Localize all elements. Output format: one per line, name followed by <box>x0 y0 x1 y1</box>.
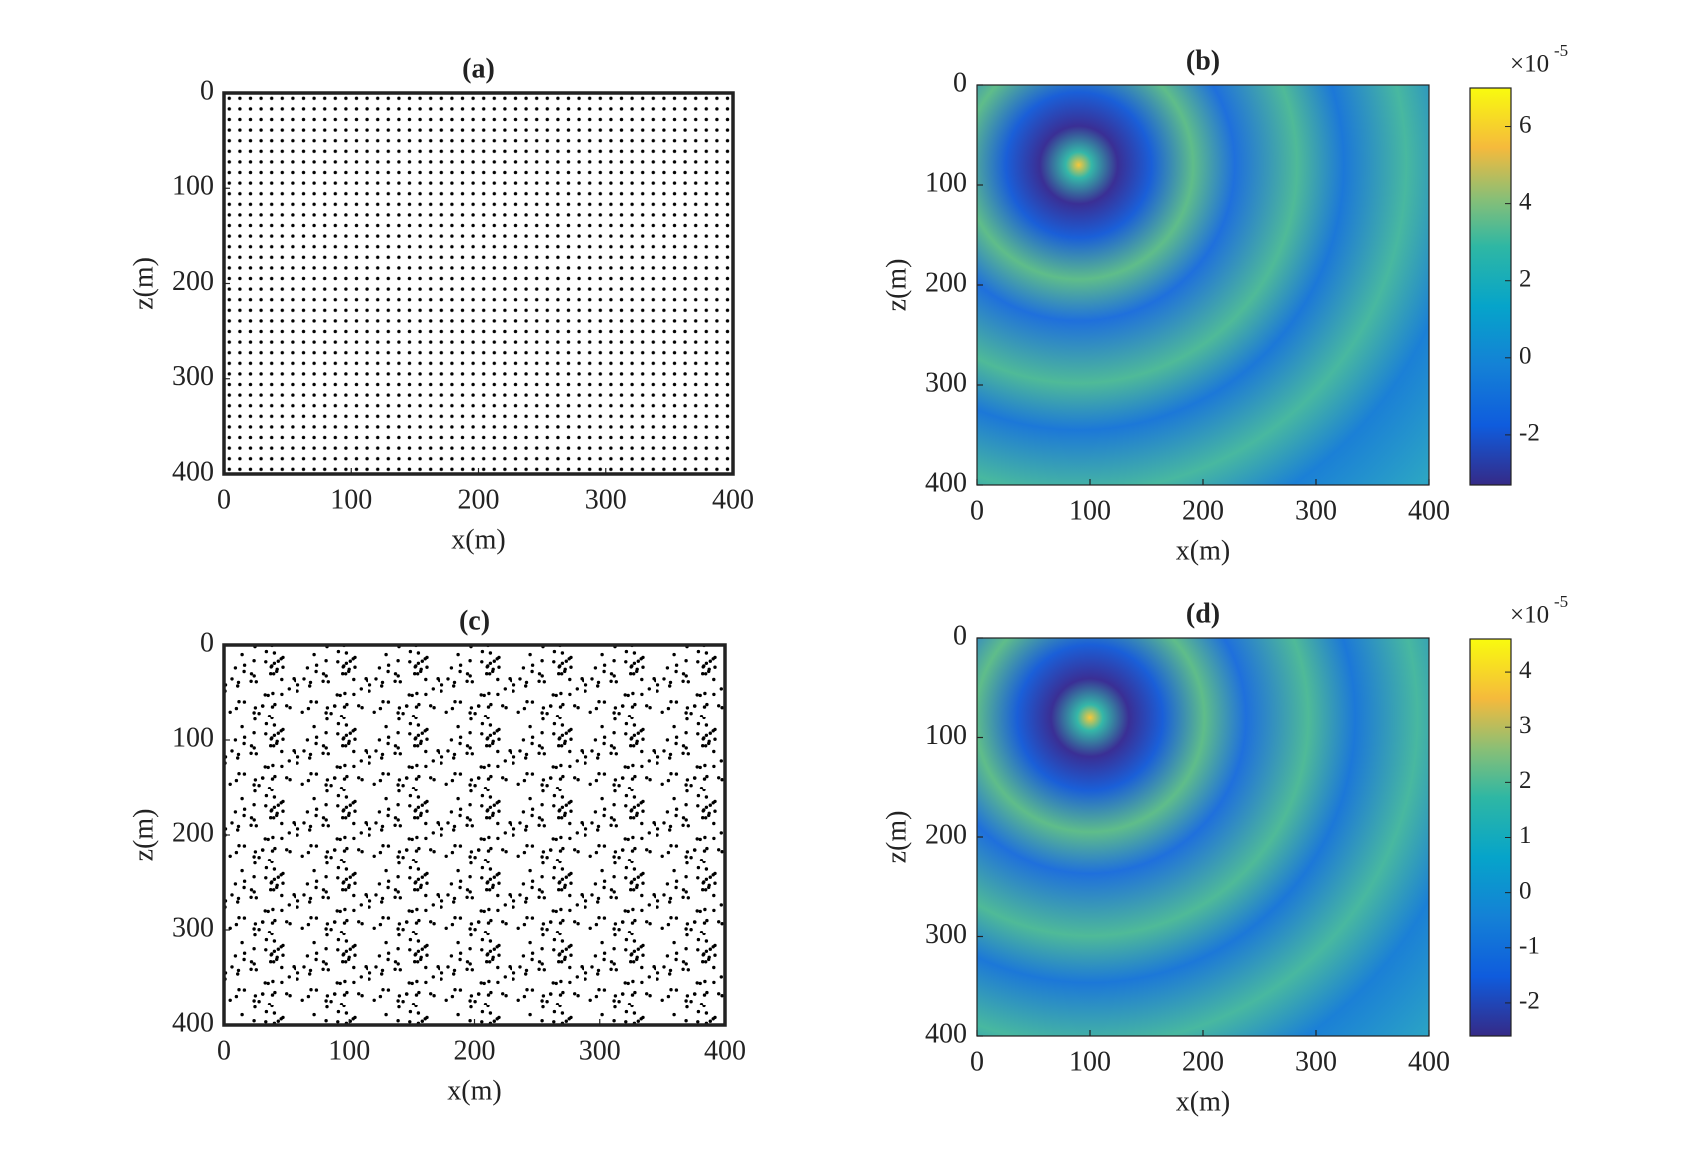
y-tick-label: 0 <box>200 627 214 658</box>
wavefield <box>977 638 1429 1036</box>
y-tick-label: 0 <box>953 67 967 98</box>
x-tick-label: 0 <box>217 484 231 515</box>
y-tick-label: 0 <box>953 620 967 651</box>
colorbar-tick-label: -2 <box>1519 420 1540 447</box>
panel-title: (c) <box>459 605 490 636</box>
x-tick-label: 300 <box>1295 495 1337 526</box>
colorbar-exponent: -5 <box>1554 41 1568 60</box>
y-tick-label: 100 <box>925 720 967 751</box>
colorbar-exponent: -5 <box>1554 592 1568 611</box>
panel-title: (d) <box>1186 598 1220 629</box>
x-tick-label: 400 <box>1408 495 1450 526</box>
colorbar-tick-label: 6 <box>1519 111 1532 138</box>
colorbar-tick-label: -1 <box>1519 933 1540 960</box>
y-tick-label: 300 <box>925 919 967 950</box>
y-axis-label: z(m) <box>881 259 912 312</box>
colorbar-tick-label: 3 <box>1519 712 1532 739</box>
panel-title: (b) <box>1186 45 1220 76</box>
colorbar-tick-label: -2 <box>1519 988 1540 1015</box>
panel-title: (a) <box>462 53 495 84</box>
y-tick-label: 200 <box>925 267 967 298</box>
x-tick-label: 400 <box>1408 1046 1450 1077</box>
x-tick-label: 200 <box>1182 495 1224 526</box>
x-tick-label: 400 <box>704 1035 746 1066</box>
y-tick-label: 200 <box>172 266 214 297</box>
wavefield <box>977 85 1429 485</box>
x-tick-label: 100 <box>1069 1046 1111 1077</box>
colorbar-tick-label: 4 <box>1519 657 1532 684</box>
y-tick-label: 300 <box>925 367 967 398</box>
colorbar-tick-label: 2 <box>1519 265 1532 292</box>
colorbar-tick-label: 1 <box>1519 822 1532 849</box>
y-axis-label: z(m) <box>128 257 159 310</box>
x-axis-label: x(m) <box>447 1075 501 1106</box>
x-tick-label: 100 <box>330 484 372 515</box>
y-tick-label: 300 <box>172 361 214 392</box>
x-tick-label: 0 <box>970 1046 984 1077</box>
y-tick-label: 400 <box>172 1007 214 1038</box>
node-layout <box>224 93 733 474</box>
x-tick-label: 200 <box>1182 1046 1224 1077</box>
y-tick-label: 400 <box>925 1018 967 1049</box>
x-tick-label: 200 <box>458 484 500 515</box>
x-tick-label: 100 <box>1069 495 1111 526</box>
colorbar-tick-label: 4 <box>1519 188 1532 215</box>
x-tick-label: 100 <box>328 1035 370 1066</box>
node-layout <box>224 645 725 1025</box>
y-tick-label: 100 <box>172 171 214 202</box>
x-tick-label: 300 <box>585 484 627 515</box>
x-tick-label: 200 <box>454 1035 496 1066</box>
x-axis-label: x(m) <box>1176 1086 1230 1117</box>
x-tick-label: 400 <box>712 484 754 515</box>
y-tick-label: 100 <box>172 722 214 753</box>
x-tick-label: 0 <box>970 495 984 526</box>
colorbar-label: ×10 <box>1510 51 1549 78</box>
x-tick-label: 300 <box>579 1035 621 1066</box>
y-tick-label: 200 <box>925 819 967 850</box>
x-axis-label: x(m) <box>451 524 505 555</box>
y-tick-label: 400 <box>172 456 214 487</box>
colorbar <box>1469 638 1512 1037</box>
colorbar-label: ×10 <box>1510 602 1549 629</box>
y-axis-label: z(m) <box>881 811 912 864</box>
y-tick-label: 300 <box>172 912 214 943</box>
y-axis-label: z(m) <box>128 809 159 862</box>
y-tick-label: 0 <box>200 75 214 106</box>
colorbar-tick-label: 2 <box>1519 767 1532 794</box>
y-tick-label: 400 <box>925 467 967 498</box>
colorbar-tick-label: 0 <box>1519 343 1532 370</box>
x-tick-label: 300 <box>1295 1046 1337 1077</box>
x-axis-label: x(m) <box>1176 535 1230 566</box>
colorbar-tick-label: 0 <box>1519 877 1532 904</box>
colorbar <box>1469 87 1512 486</box>
x-tick-label: 0 <box>217 1035 231 1066</box>
y-tick-label: 100 <box>925 167 967 198</box>
y-tick-label: 200 <box>172 817 214 848</box>
